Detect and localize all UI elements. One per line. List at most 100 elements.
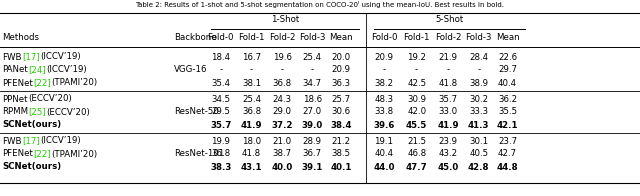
Text: 23.7: 23.7 <box>498 136 517 145</box>
Text: PFENet: PFENet <box>3 150 33 159</box>
Text: 41.8: 41.8 <box>242 150 261 159</box>
Text: Backbone: Backbone <box>174 34 217 43</box>
Text: PFENet: PFENet <box>3 79 33 87</box>
Text: 30.6: 30.6 <box>332 107 351 116</box>
Text: Fold-2: Fold-2 <box>435 34 461 43</box>
Text: (TPAMI’20): (TPAMI’20) <box>51 79 97 87</box>
Text: [22]: [22] <box>33 150 51 159</box>
Text: 42.0: 42.0 <box>407 107 426 116</box>
Text: -: - <box>220 65 222 74</box>
Text: 5-Shot: 5-Shot <box>435 15 464 24</box>
Text: 36.8: 36.8 <box>242 107 261 116</box>
Text: 35.7: 35.7 <box>210 121 232 130</box>
Text: -: - <box>383 65 385 74</box>
Text: 25.4: 25.4 <box>242 94 261 103</box>
Text: 41.3: 41.3 <box>468 121 490 130</box>
Text: 36.3: 36.3 <box>332 79 351 87</box>
Text: -: - <box>250 65 253 74</box>
Text: 19.9: 19.9 <box>211 136 230 145</box>
Text: 48.3: 48.3 <box>374 94 394 103</box>
Text: PANet: PANet <box>3 65 28 74</box>
Text: -: - <box>281 65 284 74</box>
Text: [25]: [25] <box>29 107 47 116</box>
Text: 25.4: 25.4 <box>303 53 322 62</box>
Text: FWB: FWB <box>3 53 22 62</box>
Text: [22]: [22] <box>33 79 51 87</box>
Text: 36.2: 36.2 <box>498 94 517 103</box>
Text: 40.1: 40.1 <box>330 162 352 172</box>
Text: 35.7: 35.7 <box>438 94 458 103</box>
Text: 41.8: 41.8 <box>438 79 458 87</box>
Text: 38.2: 38.2 <box>374 79 394 87</box>
Text: Methods: Methods <box>3 34 40 43</box>
Text: 28.4: 28.4 <box>469 53 488 62</box>
Text: 34.7: 34.7 <box>303 79 322 87</box>
Text: 22.6: 22.6 <box>498 53 517 62</box>
Text: 19.1: 19.1 <box>374 136 394 145</box>
Text: VGG-16: VGG-16 <box>174 65 207 74</box>
Text: [24]: [24] <box>28 65 46 74</box>
Text: 39.0: 39.0 <box>301 121 323 130</box>
Text: 21.5: 21.5 <box>407 136 426 145</box>
Text: 43.2: 43.2 <box>438 150 458 159</box>
Text: Table 2: Results of 1-shot and 5-shot segmentation on COCO-20ᴵ using the mean-Io: Table 2: Results of 1-shot and 5-shot se… <box>136 2 504 8</box>
Text: (ICCV’19): (ICCV’19) <box>40 136 81 145</box>
Text: 39.1: 39.1 <box>301 162 323 172</box>
Text: ResNet-50: ResNet-50 <box>174 107 219 116</box>
Text: 30.2: 30.2 <box>469 94 488 103</box>
Text: 35.5: 35.5 <box>498 107 517 116</box>
Text: 23.9: 23.9 <box>438 136 458 145</box>
Text: 33.0: 33.0 <box>438 107 458 116</box>
Text: 43.1: 43.1 <box>241 162 262 172</box>
Text: 40.4: 40.4 <box>498 79 517 87</box>
Text: 44.8: 44.8 <box>497 162 518 172</box>
Text: 30.9: 30.9 <box>407 94 426 103</box>
Text: RPMM: RPMM <box>3 107 29 116</box>
Text: 20.0: 20.0 <box>332 53 351 62</box>
Text: 45.5: 45.5 <box>406 121 428 130</box>
Text: Fold-1: Fold-1 <box>238 34 265 43</box>
Text: -: - <box>477 65 480 74</box>
Text: 19.2: 19.2 <box>407 53 426 62</box>
Text: Fold-3: Fold-3 <box>299 34 326 43</box>
Text: 36.8: 36.8 <box>273 79 292 87</box>
Text: Mean: Mean <box>330 34 353 43</box>
Text: (ECCV’20): (ECCV’20) <box>47 107 90 116</box>
Text: 20.9: 20.9 <box>374 53 394 62</box>
Text: 38.3: 38.3 <box>210 162 232 172</box>
Text: 36.8: 36.8 <box>211 150 230 159</box>
Text: SCNet(ours): SCNet(ours) <box>3 162 61 172</box>
Text: SCNet(ours): SCNet(ours) <box>3 121 61 130</box>
Text: 40.4: 40.4 <box>374 150 394 159</box>
Text: Fold-2: Fold-2 <box>269 34 296 43</box>
Text: [17]: [17] <box>22 136 40 145</box>
Text: 18.6: 18.6 <box>303 94 322 103</box>
Text: 44.0: 44.0 <box>373 162 395 172</box>
Text: 16.7: 16.7 <box>242 53 261 62</box>
Text: 41.9: 41.9 <box>241 121 262 130</box>
Text: [17]: [17] <box>22 53 40 62</box>
Text: PPNet: PPNet <box>3 94 28 103</box>
Text: 40.0: 40.0 <box>271 162 293 172</box>
Text: 42.5: 42.5 <box>407 79 426 87</box>
Text: 41.9: 41.9 <box>437 121 459 130</box>
Text: Fold-0: Fold-0 <box>371 34 397 43</box>
Text: 38.4: 38.4 <box>330 121 352 130</box>
Text: 35.4: 35.4 <box>211 79 230 87</box>
Text: (ECCV’20): (ECCV’20) <box>28 94 72 103</box>
Text: (ICCV’19): (ICCV’19) <box>40 53 81 62</box>
Text: 37.2: 37.2 <box>271 121 293 130</box>
Text: 38.5: 38.5 <box>332 150 351 159</box>
Text: 38.9: 38.9 <box>469 79 488 87</box>
Text: 42.8: 42.8 <box>468 162 490 172</box>
Text: FWB: FWB <box>3 136 22 145</box>
Text: 27.0: 27.0 <box>303 107 322 116</box>
Text: 21.9: 21.9 <box>438 53 458 62</box>
Text: 36.7: 36.7 <box>303 150 322 159</box>
Text: 1-Shot: 1-Shot <box>271 15 299 24</box>
Text: 33.8: 33.8 <box>374 107 394 116</box>
Text: 25.7: 25.7 <box>332 94 351 103</box>
Text: Mean: Mean <box>496 34 519 43</box>
Text: 40.5: 40.5 <box>469 150 488 159</box>
Text: 20.9: 20.9 <box>332 65 351 74</box>
